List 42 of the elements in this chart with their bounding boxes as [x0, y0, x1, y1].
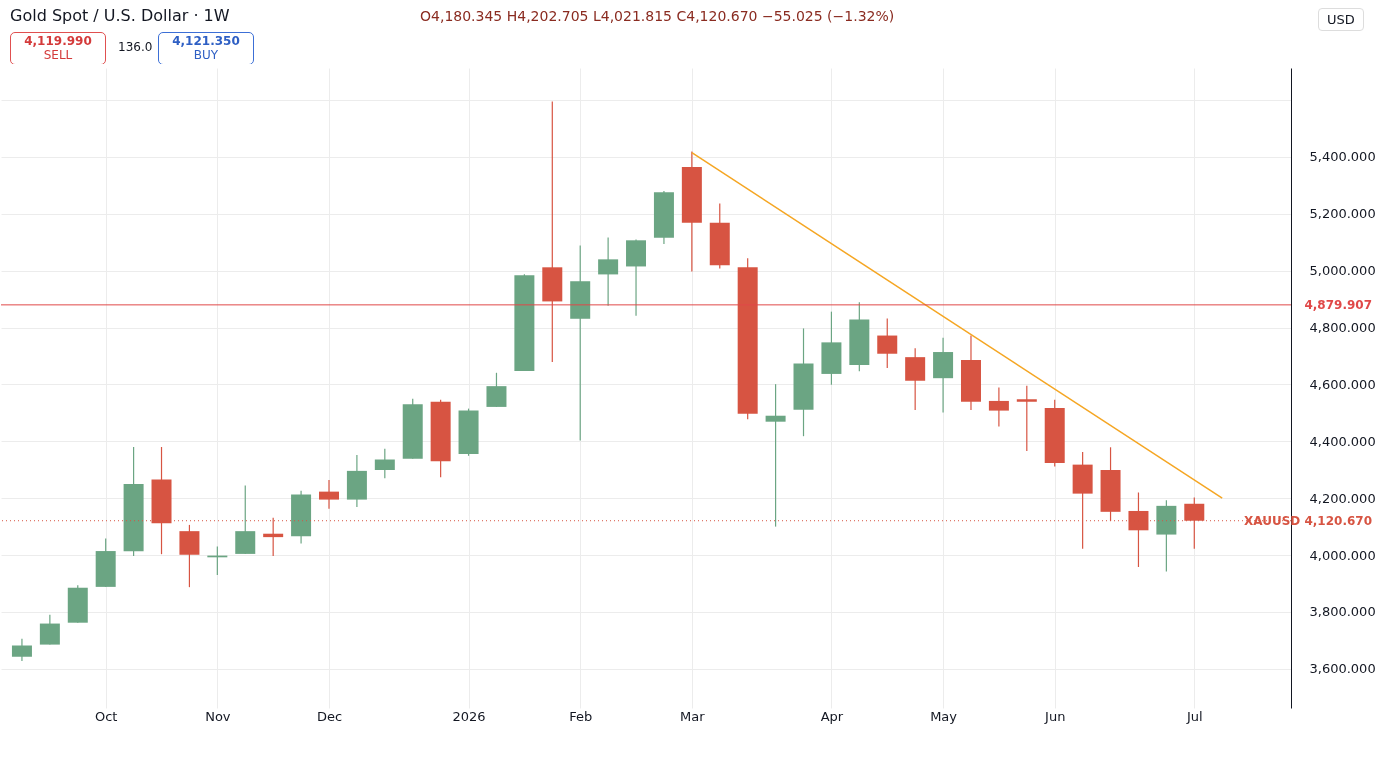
- chart-title: Gold Spot / U.S. Dollar · 1W: [10, 6, 230, 25]
- candlestick: [1016, 385, 1037, 452]
- x-tick-label: Jun: [1044, 708, 1066, 724]
- candlestick: [988, 386, 1009, 428]
- candlestick: [39, 614, 60, 646]
- y-tick-label: 4,200.000: [1309, 490, 1376, 506]
- text: 136.0: [118, 40, 153, 54]
- y-tick-label: 4,800.000: [1309, 320, 1376, 336]
- candlestick: [765, 383, 786, 528]
- x-tick-label: Mar: [680, 708, 706, 724]
- candlestick: [486, 372, 507, 408]
- text: BUY: [193, 48, 219, 62]
- x-tick-label: Dec: [316, 708, 343, 724]
- text: USD: [1318, 8, 1364, 31]
- candlestick: [11, 638, 32, 662]
- candlestick: [179, 524, 200, 588]
- y-tick-label: 3,600.000: [1309, 661, 1376, 677]
- x-tick-label: Jul: [1185, 708, 1203, 724]
- y-tick-label: 4,400.000: [1309, 433, 1376, 449]
- candlestick: [374, 448, 395, 479]
- y-tick-label: 5,200.000: [1309, 206, 1376, 222]
- x-tick-label: Oct: [94, 708, 118, 724]
- candlestick: [905, 347, 926, 411]
- candlestick: [598, 236, 619, 307]
- ref-line-label: 4,879.907: [1304, 297, 1372, 312]
- x-tick-label: 2026: [452, 708, 486, 724]
- y-tick-label: 4,000.000: [1309, 547, 1376, 563]
- text: SELL: [43, 48, 73, 62]
- text: O4,180.345 H4,202.705 L4,021.815 C4,120.670 −55.025 (−1.32%): [420, 8, 895, 24]
- candlestick: [877, 317, 898, 369]
- candlestick: [235, 484, 256, 555]
- text: 4,119.990: [24, 34, 92, 48]
- x-tick-label: Apr: [820, 708, 844, 724]
- y-tick-label: 5,400.000: [1309, 149, 1376, 165]
- y-tick-label: 3,800.000: [1309, 604, 1376, 620]
- candlestick: [318, 479, 339, 510]
- y-tick-label: 4,600.000: [1309, 376, 1376, 392]
- y-tick-label: 5,000.000: [1309, 263, 1376, 279]
- x-tick-label: Feb: [569, 708, 593, 724]
- x-tick-label: May: [930, 708, 958, 724]
- text: 4,121.350: [172, 34, 240, 48]
- x-tick-label: Nov: [205, 708, 231, 724]
